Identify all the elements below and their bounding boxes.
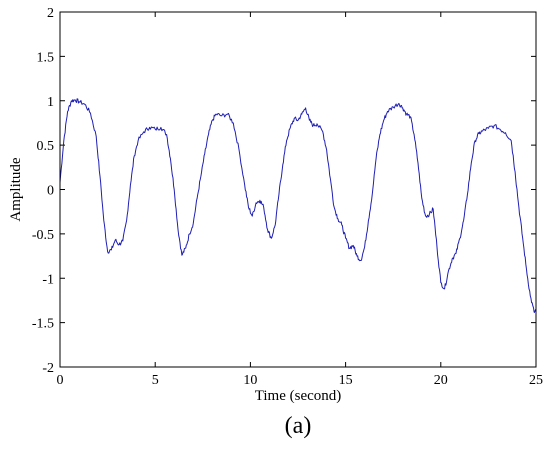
x-axis-label: Time (second): [255, 388, 342, 404]
x-tick-label: 0: [57, 373, 64, 388]
x-tick-label: 15: [339, 373, 353, 388]
y-tick-label: -0.5: [32, 228, 54, 243]
y-axis-label: Amplitude: [8, 157, 24, 222]
y-tick-label: -1.5: [32, 317, 54, 332]
panel-label: (a): [285, 413, 312, 439]
y-tick-label: 0: [47, 184, 54, 199]
y-tick-label: 2: [47, 6, 54, 21]
y-tick-label: 0.5: [37, 139, 55, 154]
x-tick-label: 10: [243, 373, 257, 388]
x-tick-label: 5: [152, 373, 159, 388]
y-tick-label: -2: [42, 361, 54, 376]
tick-labels: 0 5 10 15 20 25 -2 -1.5 -1 -0.5 0 0.5 1 1.5 2: [32, 6, 543, 388]
plot-frame: [59, 11, 537, 368]
y-tick-label: 1.5: [37, 50, 55, 65]
y-tick-label: 1: [47, 95, 54, 110]
x-tick-label: 25: [529, 373, 543, 388]
x-tick-label: 20: [434, 373, 448, 388]
axis-ticks: [59, 11, 537, 368]
y-tick-label: -1: [42, 272, 54, 287]
amplitude-series-line: [59, 98, 537, 313]
